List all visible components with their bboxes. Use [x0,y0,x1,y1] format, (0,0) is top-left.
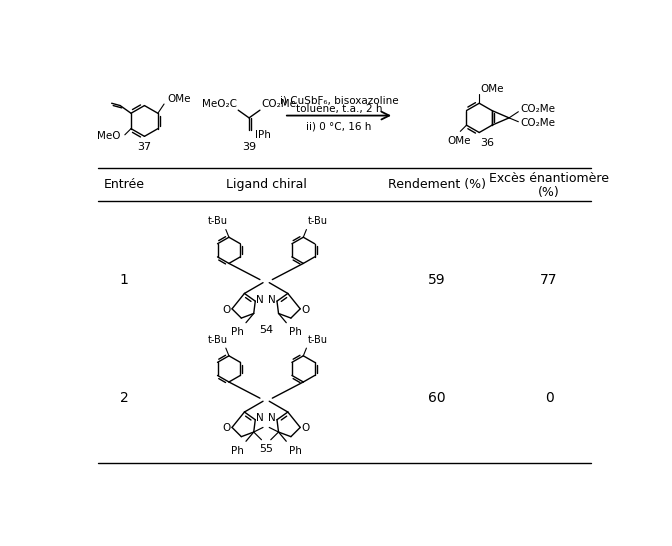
Text: 39: 39 [242,142,256,152]
Text: Ph: Ph [230,327,244,337]
Text: Entrée: Entrée [103,179,144,191]
Text: MeO₂C: MeO₂C [202,99,237,109]
Text: CO₂Me: CO₂Me [261,99,296,109]
Text: N: N [268,413,276,423]
Text: ii) 0 °C, 16 h: ii) 0 °C, 16 h [306,121,372,132]
Text: N: N [256,413,264,423]
Text: N: N [256,295,264,305]
Text: IPh: IPh [255,130,271,140]
Text: N: N [268,295,276,305]
Text: Ligand chiral: Ligand chiral [226,179,306,191]
Text: 1: 1 [120,272,129,287]
Text: Ph: Ph [288,446,302,456]
Text: Ph: Ph [230,446,244,456]
Text: 60: 60 [428,391,446,405]
Text: i) CuSbF₆, bisoxazoline: i) CuSbF₆, bisoxazoline [280,95,398,105]
Text: t-Bu: t-Bu [308,335,328,345]
Text: MeO: MeO [97,132,120,141]
Text: OMe: OMe [480,85,504,94]
Text: Ph: Ph [288,327,302,337]
Text: toluène, t.a., 2 h: toluène, t.a., 2 h [296,104,382,115]
Text: t-Bu: t-Bu [208,335,227,345]
Text: 55: 55 [259,444,273,454]
Text: CO₂Me: CO₂Me [520,118,555,128]
Text: Excès énantiomère: Excès énantiomère [489,172,609,185]
Text: O: O [222,423,230,433]
Text: Rendement (%): Rendement (%) [388,179,486,191]
Text: t-Bu: t-Bu [308,216,328,227]
Text: (%): (%) [538,186,560,199]
Text: t-Bu: t-Bu [208,216,227,227]
Text: 77: 77 [540,272,558,287]
Text: 2: 2 [120,391,128,405]
Text: 54: 54 [259,325,274,335]
Text: 36: 36 [480,138,494,149]
Text: O: O [302,423,310,433]
Text: O: O [222,305,230,314]
Text: 59: 59 [428,272,446,287]
Text: OMe: OMe [167,94,191,104]
Text: OMe: OMe [447,136,470,146]
Text: O: O [302,305,310,314]
Text: CO₂Me: CO₂Me [520,104,555,114]
Text: 0: 0 [544,391,553,405]
Text: 37: 37 [137,142,151,152]
